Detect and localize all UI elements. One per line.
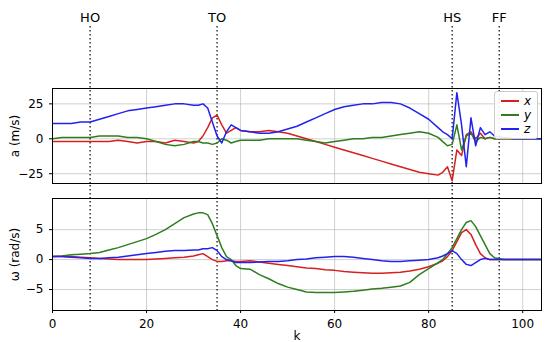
svg-text:5: 5	[36, 222, 44, 236]
svg-text:0: 0	[36, 252, 44, 266]
svg-text:25: 25	[28, 97, 43, 111]
svg-text:TO: TO	[207, 10, 226, 25]
svg-text:100: 100	[511, 317, 534, 331]
svg-text:0: 0	[49, 317, 57, 331]
svg-text:HS: HS	[443, 10, 461, 25]
html-text:y: y	[523, 108, 531, 122]
html-text:z: z	[523, 122, 531, 136]
svg-text:−5: −5	[26, 282, 44, 296]
svg-text:20: 20	[139, 317, 154, 331]
svg-text:0: 0	[36, 132, 44, 146]
svg-text:HO: HO	[80, 10, 100, 25]
svg-text:40: 40	[233, 317, 248, 331]
svg-text:60: 60	[327, 317, 342, 331]
svg-text:k: k	[294, 329, 301, 342]
html-text:x: x	[523, 94, 531, 108]
svg-text:FF: FF	[492, 10, 507, 25]
svg-text:80: 80	[421, 317, 436, 331]
svg-text:ω (rad/s): ω (rad/s)	[8, 228, 22, 281]
svg-text:a (m/s): a (m/s)	[8, 115, 22, 158]
svg-text:−25: −25	[18, 167, 43, 181]
